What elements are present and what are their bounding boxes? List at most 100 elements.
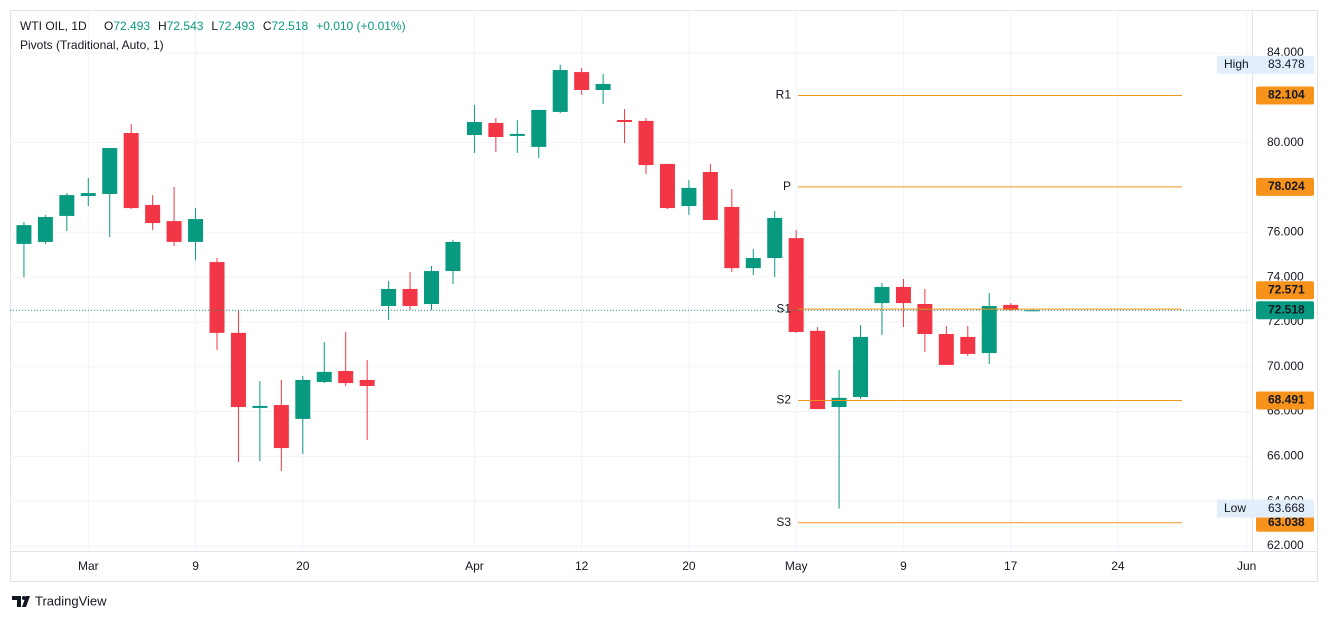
candle-body: [745, 258, 761, 269]
brand-name: TradingView: [35, 593, 107, 608]
candle-body: [574, 72, 590, 90]
pivot-badge: [1256, 86, 1314, 105]
candle-body: [509, 133, 525, 136]
x-tick-label: Apr: [465, 559, 484, 573]
range-badge-value: 83.478: [1268, 57, 1305, 71]
candle-body: [938, 334, 954, 365]
y-tick-label: 80.000: [1267, 135, 1304, 149]
y-tick-label: 66.000: [1267, 449, 1304, 463]
y-tick-label: 74.000: [1267, 269, 1304, 283]
candle-body: [595, 83, 611, 90]
candle-body: [1003, 304, 1019, 311]
pivot-badge: [1256, 391, 1314, 410]
candle-body: [359, 379, 375, 386]
pivot-badge-value: 72.571: [1268, 282, 1305, 296]
ohlc-value: 72.518: [271, 19, 308, 33]
candle-body: [552, 70, 568, 112]
pivot-label: S1: [776, 301, 791, 315]
candle-body: [59, 195, 75, 216]
brand-logo: [12, 596, 30, 607]
pivot-label: R1: [776, 88, 792, 102]
candle-body: [273, 405, 289, 449]
candle-body: [659, 163, 675, 209]
x-tick-label: 20: [296, 559, 310, 573]
ohlc-values: O72.493 H72.543 L72.493 C72.518 +0.010 (+0.0…: [104, 19, 406, 33]
plot-area: [16, 64, 1040, 509]
range-badge-label: High: [1224, 57, 1249, 71]
pivot-label: S3: [776, 515, 791, 529]
range-badge-value: 63.668: [1268, 501, 1305, 515]
axes: 62.00064.00066.00068.00070.00072.00074.0…: [78, 45, 1314, 573]
x-tick-label: 20: [682, 559, 696, 573]
x-tick-label: 24: [1111, 559, 1125, 573]
candle-body: [37, 217, 53, 242]
overlay: R1 P S1 S2 S3: [10, 88, 1252, 529]
candle-body: [488, 122, 504, 138]
pivot-label: S2: [776, 393, 791, 407]
range-badge: [1217, 499, 1314, 518]
candle-body: [960, 336, 976, 354]
candle-body: [316, 371, 332, 382]
chart-title: WTI OIL, 1D: [20, 19, 87, 33]
indicator-label: Pivots (Traditional, Auto, 1): [20, 38, 164, 52]
y-tick-label: 84.000: [1267, 45, 1304, 59]
ohlc-value: 72.493: [113, 19, 150, 33]
candle-body: [338, 370, 354, 384]
ohlc-value: 72.493: [218, 19, 255, 33]
candle-body: [895, 286, 911, 304]
candle-body: [788, 238, 804, 332]
pivot-badge: [1256, 177, 1314, 196]
pivot-badge: [1256, 281, 1314, 300]
change-value: +0.010 (+0.01%): [316, 19, 405, 33]
range-badge-label: Low: [1224, 501, 1246, 515]
candle-body: [531, 109, 547, 147]
candle-body: [230, 332, 246, 408]
candle-body: [702, 172, 718, 220]
legend-header: WTI OIL, 1D Pivots (Traditional, Auto, 1…: [20, 19, 406, 52]
candle-body: [80, 193, 96, 196]
ohlc-label: O: [104, 19, 113, 33]
y-tick-label: 76.000: [1267, 224, 1304, 238]
ohlc-label: L: [211, 19, 218, 33]
candle-body: [638, 120, 654, 166]
x-tick-label: 9: [900, 559, 907, 573]
candle-body: [402, 288, 418, 306]
pivot-badge-value: 78.024: [1268, 179, 1305, 193]
brand-logo-dot: [22, 596, 26, 600]
candle-body: [188, 219, 204, 242]
candle-body: [123, 133, 139, 209]
brand: TradingView: [12, 593, 107, 608]
candle-body: [424, 271, 440, 304]
pivot-label: P: [783, 179, 791, 193]
candle-body: [917, 303, 933, 334]
chart-frame: [10, 10, 1318, 582]
candle-body: [981, 305, 997, 354]
pivot-badge-value: 63.038: [1268, 515, 1305, 529]
last-price-value: 72.518: [1268, 302, 1305, 316]
candle-body: [16, 225, 32, 244]
candle-body: [466, 122, 482, 136]
pivot-badge: [1256, 513, 1314, 532]
x-tick-label: 12: [575, 559, 589, 573]
y-tick-label: 62.000: [1267, 538, 1304, 552]
ohlc-label: C: [263, 19, 272, 33]
candle-body: [209, 262, 225, 333]
x-tick-label: 9: [192, 559, 199, 573]
candle-body: [381, 288, 397, 306]
x-tick-label: Jun: [1237, 559, 1256, 573]
last-price-badge: [1256, 301, 1314, 320]
candle-body: [853, 336, 869, 397]
pivot-badge-value: 82.104: [1268, 88, 1305, 102]
candle-body: [445, 241, 461, 272]
candle-body: [617, 120, 633, 123]
ohlc-label: H: [158, 19, 167, 33]
pivot-badge-value: 68.491: [1268, 393, 1305, 407]
x-tick-label: May: [785, 559, 808, 573]
x-tick-label: Mar: [78, 559, 99, 573]
candle-body: [295, 379, 311, 419]
candle-body: [810, 330, 826, 410]
candle-body: [874, 286, 890, 304]
ohlc-value: 72.543: [167, 19, 204, 33]
